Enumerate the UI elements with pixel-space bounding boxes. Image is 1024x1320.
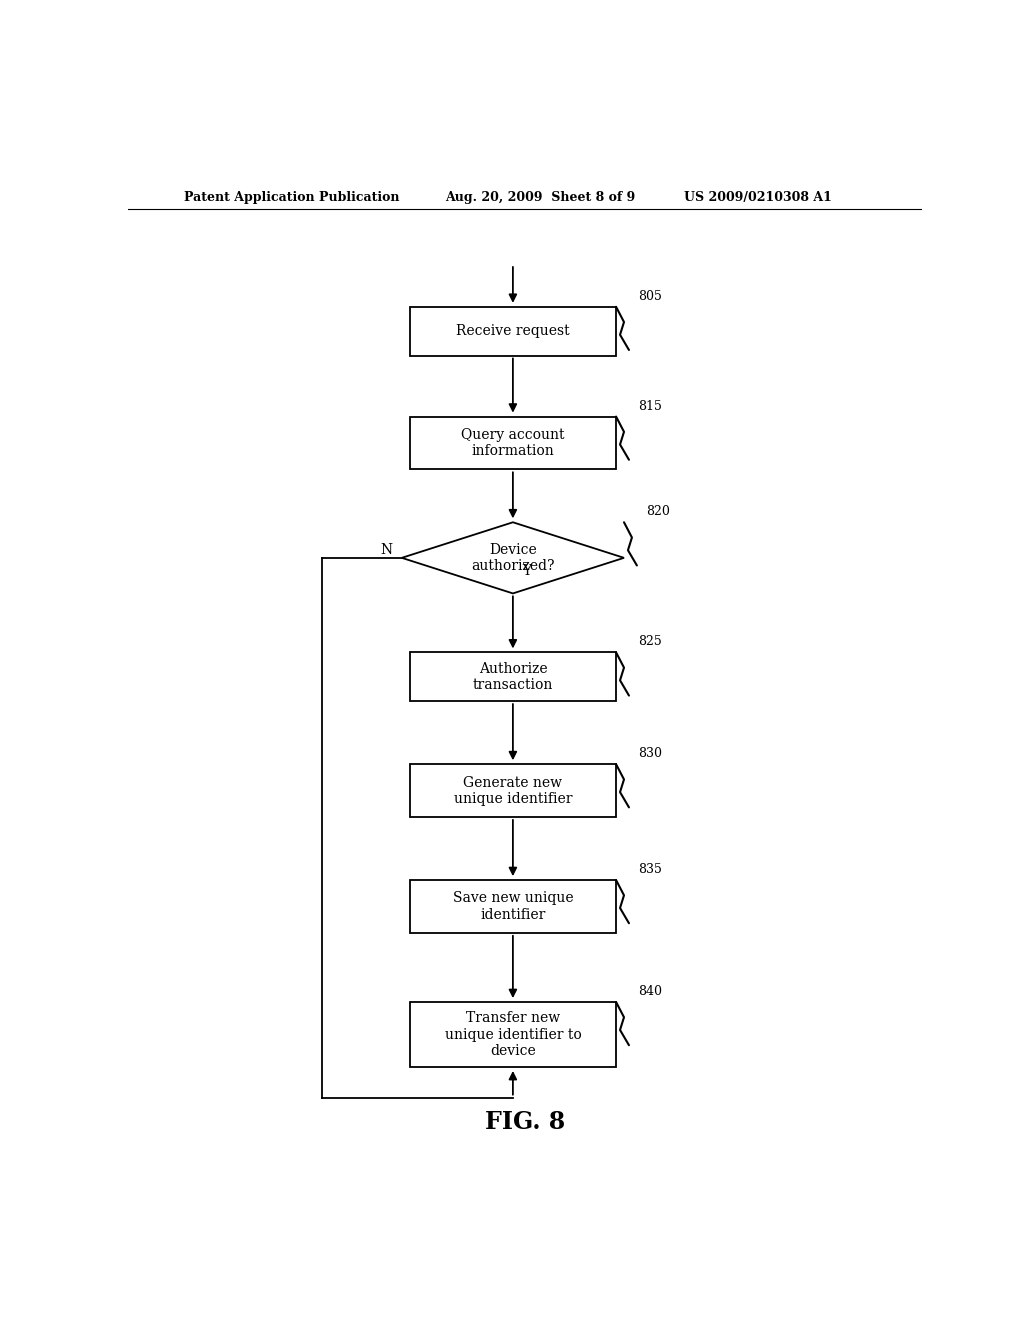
Text: US 2009/0210308 A1: US 2009/0210308 A1 <box>684 190 831 203</box>
Text: 835: 835 <box>638 863 663 876</box>
Bar <box>410 1002 616 1067</box>
Bar <box>410 306 616 355</box>
Text: 820: 820 <box>646 506 670 519</box>
Text: Aug. 20, 2009  Sheet 8 of 9: Aug. 20, 2009 Sheet 8 of 9 <box>445 190 636 203</box>
Text: Save new unique
identifier: Save new unique identifier <box>453 891 573 921</box>
Text: Transfer new
unique identifier to
device: Transfer new unique identifier to device <box>444 1011 582 1057</box>
Text: 840: 840 <box>638 985 663 998</box>
Bar <box>410 652 616 701</box>
Text: Device
authorized?: Device authorized? <box>471 543 555 573</box>
Text: 830: 830 <box>638 747 663 760</box>
Text: FIG. 8: FIG. 8 <box>484 1110 565 1134</box>
Text: Authorize
transaction: Authorize transaction <box>473 661 553 692</box>
Bar <box>410 880 616 933</box>
Text: Receive request: Receive request <box>456 325 569 338</box>
Bar <box>410 417 616 470</box>
Text: Query account
information: Query account information <box>461 428 564 458</box>
Text: 825: 825 <box>638 635 663 648</box>
Text: N: N <box>380 543 392 557</box>
Text: Generate new
unique identifier: Generate new unique identifier <box>454 776 572 805</box>
Text: Patent Application Publication: Patent Application Publication <box>183 190 399 203</box>
Text: 815: 815 <box>638 400 663 412</box>
Text: Y: Y <box>522 564 531 578</box>
Text: 805: 805 <box>638 289 663 302</box>
Polygon shape <box>401 523 624 594</box>
Bar <box>410 764 616 817</box>
